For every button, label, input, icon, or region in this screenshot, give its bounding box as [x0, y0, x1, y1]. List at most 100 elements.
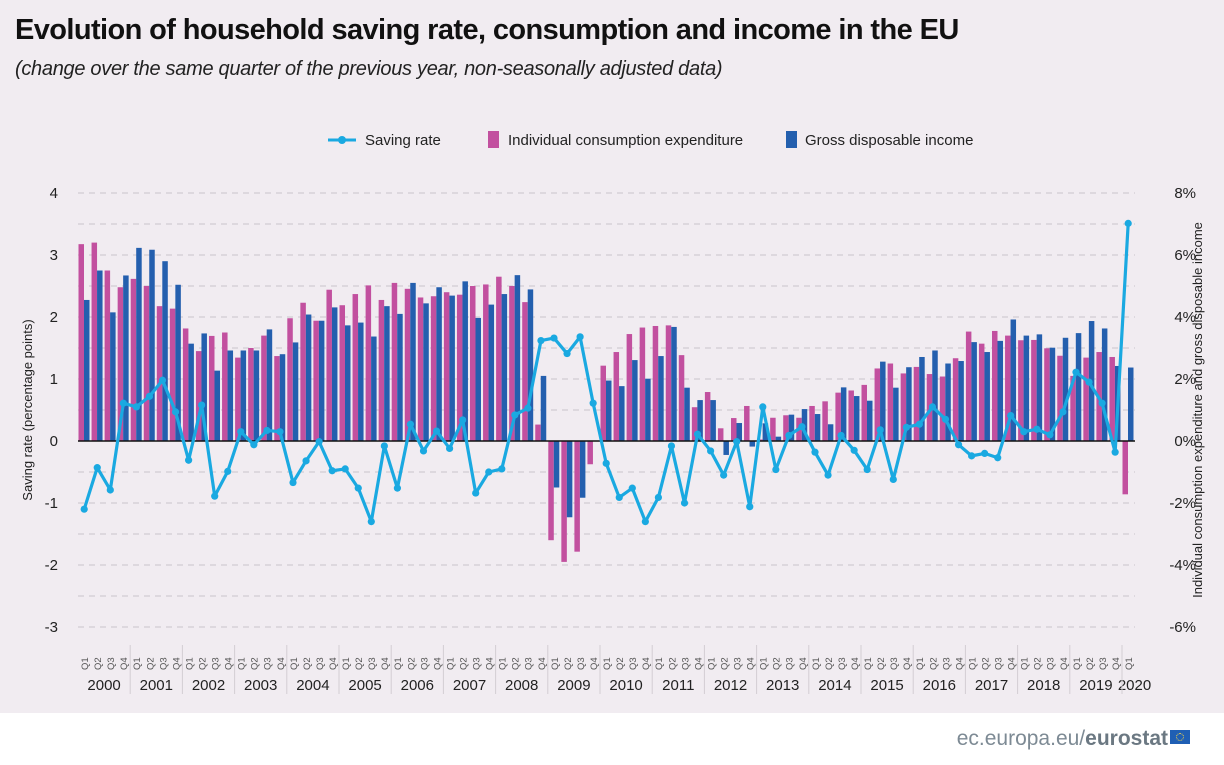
bars — [78, 242, 1134, 562]
saving-rate-point — [250, 441, 258, 449]
consumption-bar — [1122, 441, 1128, 495]
income-bar — [788, 414, 795, 441]
income-bar — [201, 333, 207, 441]
quarter-label: Q1 — [498, 657, 509, 670]
income-bar — [292, 342, 299, 441]
consumption-bar — [391, 282, 398, 441]
income-bar — [658, 356, 664, 441]
right-tick-label: 4% — [1174, 309, 1196, 326]
left-tick-label: 3 — [50, 247, 58, 264]
saving-rate-point — [106, 486, 114, 494]
year-label: 2017 — [975, 677, 1008, 694]
quarter-label: Q3 — [680, 657, 691, 670]
quarter-label: Q3 — [994, 657, 1005, 670]
consumption-bar — [1083, 357, 1089, 441]
consumption-bar — [352, 294, 359, 441]
income-bar — [475, 317, 481, 441]
saving-rate-point — [850, 446, 858, 454]
consumption-bar — [209, 335, 215, 441]
quarter-label: Q2 — [772, 657, 783, 670]
quarter-label: Q2 — [458, 657, 469, 670]
consumption-bar — [887, 363, 894, 441]
quarter-label: Q4 — [537, 657, 548, 670]
year-label: 2006 — [401, 677, 434, 694]
left-tick-label: -3 — [45, 619, 58, 636]
income-bar — [1049, 347, 1056, 441]
income-bar — [110, 312, 116, 441]
saving-rate-point — [198, 401, 206, 409]
consumption-bar — [939, 376, 946, 441]
quarter-label: Q1 — [80, 657, 91, 670]
income-bar — [488, 304, 495, 441]
legend: Saving rate Individual consumption expen… — [328, 131, 973, 149]
consumption-bar — [848, 390, 854, 441]
consumption-bar — [169, 308, 176, 441]
quarter-label: Q2 — [1085, 657, 1096, 670]
consumption-bar — [783, 415, 789, 441]
year-label: 2011 — [662, 677, 694, 694]
saving-rate-point — [132, 403, 140, 411]
consumption-bar — [809, 405, 815, 441]
saving-rate-point — [1098, 399, 1106, 407]
income-bar — [423, 303, 429, 441]
quarter-label: Q1 — [132, 657, 143, 670]
consumption-bar — [1057, 355, 1063, 441]
saving-rate-point — [354, 484, 362, 492]
saving-rate-point — [537, 336, 545, 345]
saving-rate-point — [667, 442, 676, 450]
saving-rate-point — [941, 415, 950, 423]
saving-rate-point — [1033, 425, 1041, 433]
quarter-label: Q4 — [276, 657, 287, 670]
quarter-label: Q3 — [211, 657, 222, 670]
consumption-bar — [913, 366, 920, 441]
year-label: 2018 — [1027, 677, 1060, 694]
consumption-bar — [613, 352, 620, 441]
consumption-bar — [574, 441, 580, 552]
income-bar — [436, 287, 442, 441]
saving-rate-point — [707, 447, 715, 455]
quarter-label: Q2 — [615, 657, 626, 670]
consumption-bar — [443, 292, 450, 441]
income-bar — [136, 247, 142, 441]
income-bar — [906, 367, 912, 441]
saving-rate-point — [524, 404, 532, 412]
quarter-label: Q1 — [1124, 657, 1135, 670]
quarter-label: Q4 — [1059, 657, 1070, 670]
quarter-label: Q2 — [302, 657, 313, 670]
quarter-label: Q4 — [224, 657, 235, 670]
consumption-bar — [130, 278, 137, 441]
quarter-label: Q1 — [706, 657, 717, 670]
quarter-label: Q4 — [432, 657, 443, 670]
consumption-bar — [378, 299, 385, 441]
quarter-label: Q4 — [589, 657, 600, 670]
income-bar — [345, 325, 351, 441]
saving-rate-point — [1124, 219, 1132, 227]
consumption-bar — [992, 330, 998, 441]
income-bar — [1010, 319, 1017, 441]
saving-rate-line — [80, 219, 1132, 526]
saving-rate-point — [589, 399, 597, 407]
consumption-bar — [678, 355, 685, 441]
income-bar — [449, 295, 455, 441]
income-bar — [253, 350, 260, 441]
income-bar — [579, 441, 586, 498]
consumption-bar — [274, 356, 280, 441]
consumption-bar — [731, 418, 737, 441]
income-bar — [553, 441, 560, 488]
left-tick-label: 2 — [50, 309, 58, 326]
saving-rate-point — [746, 503, 754, 511]
consumption-bar — [483, 284, 489, 441]
consumption-bar — [874, 368, 881, 441]
saving-rate-point — [158, 376, 167, 384]
income-bar — [266, 329, 273, 441]
income-bar — [384, 306, 390, 441]
saving-rate-point — [824, 471, 832, 479]
income-bar — [997, 340, 1003, 441]
year-label: 2003 — [244, 677, 277, 694]
income-bar — [619, 386, 625, 441]
income-bar — [671, 326, 677, 441]
income-bar — [645, 378, 651, 441]
saving-rate-point — [406, 420, 415, 428]
consumption-bar — [404, 288, 411, 441]
consumption-bar — [1018, 340, 1024, 441]
